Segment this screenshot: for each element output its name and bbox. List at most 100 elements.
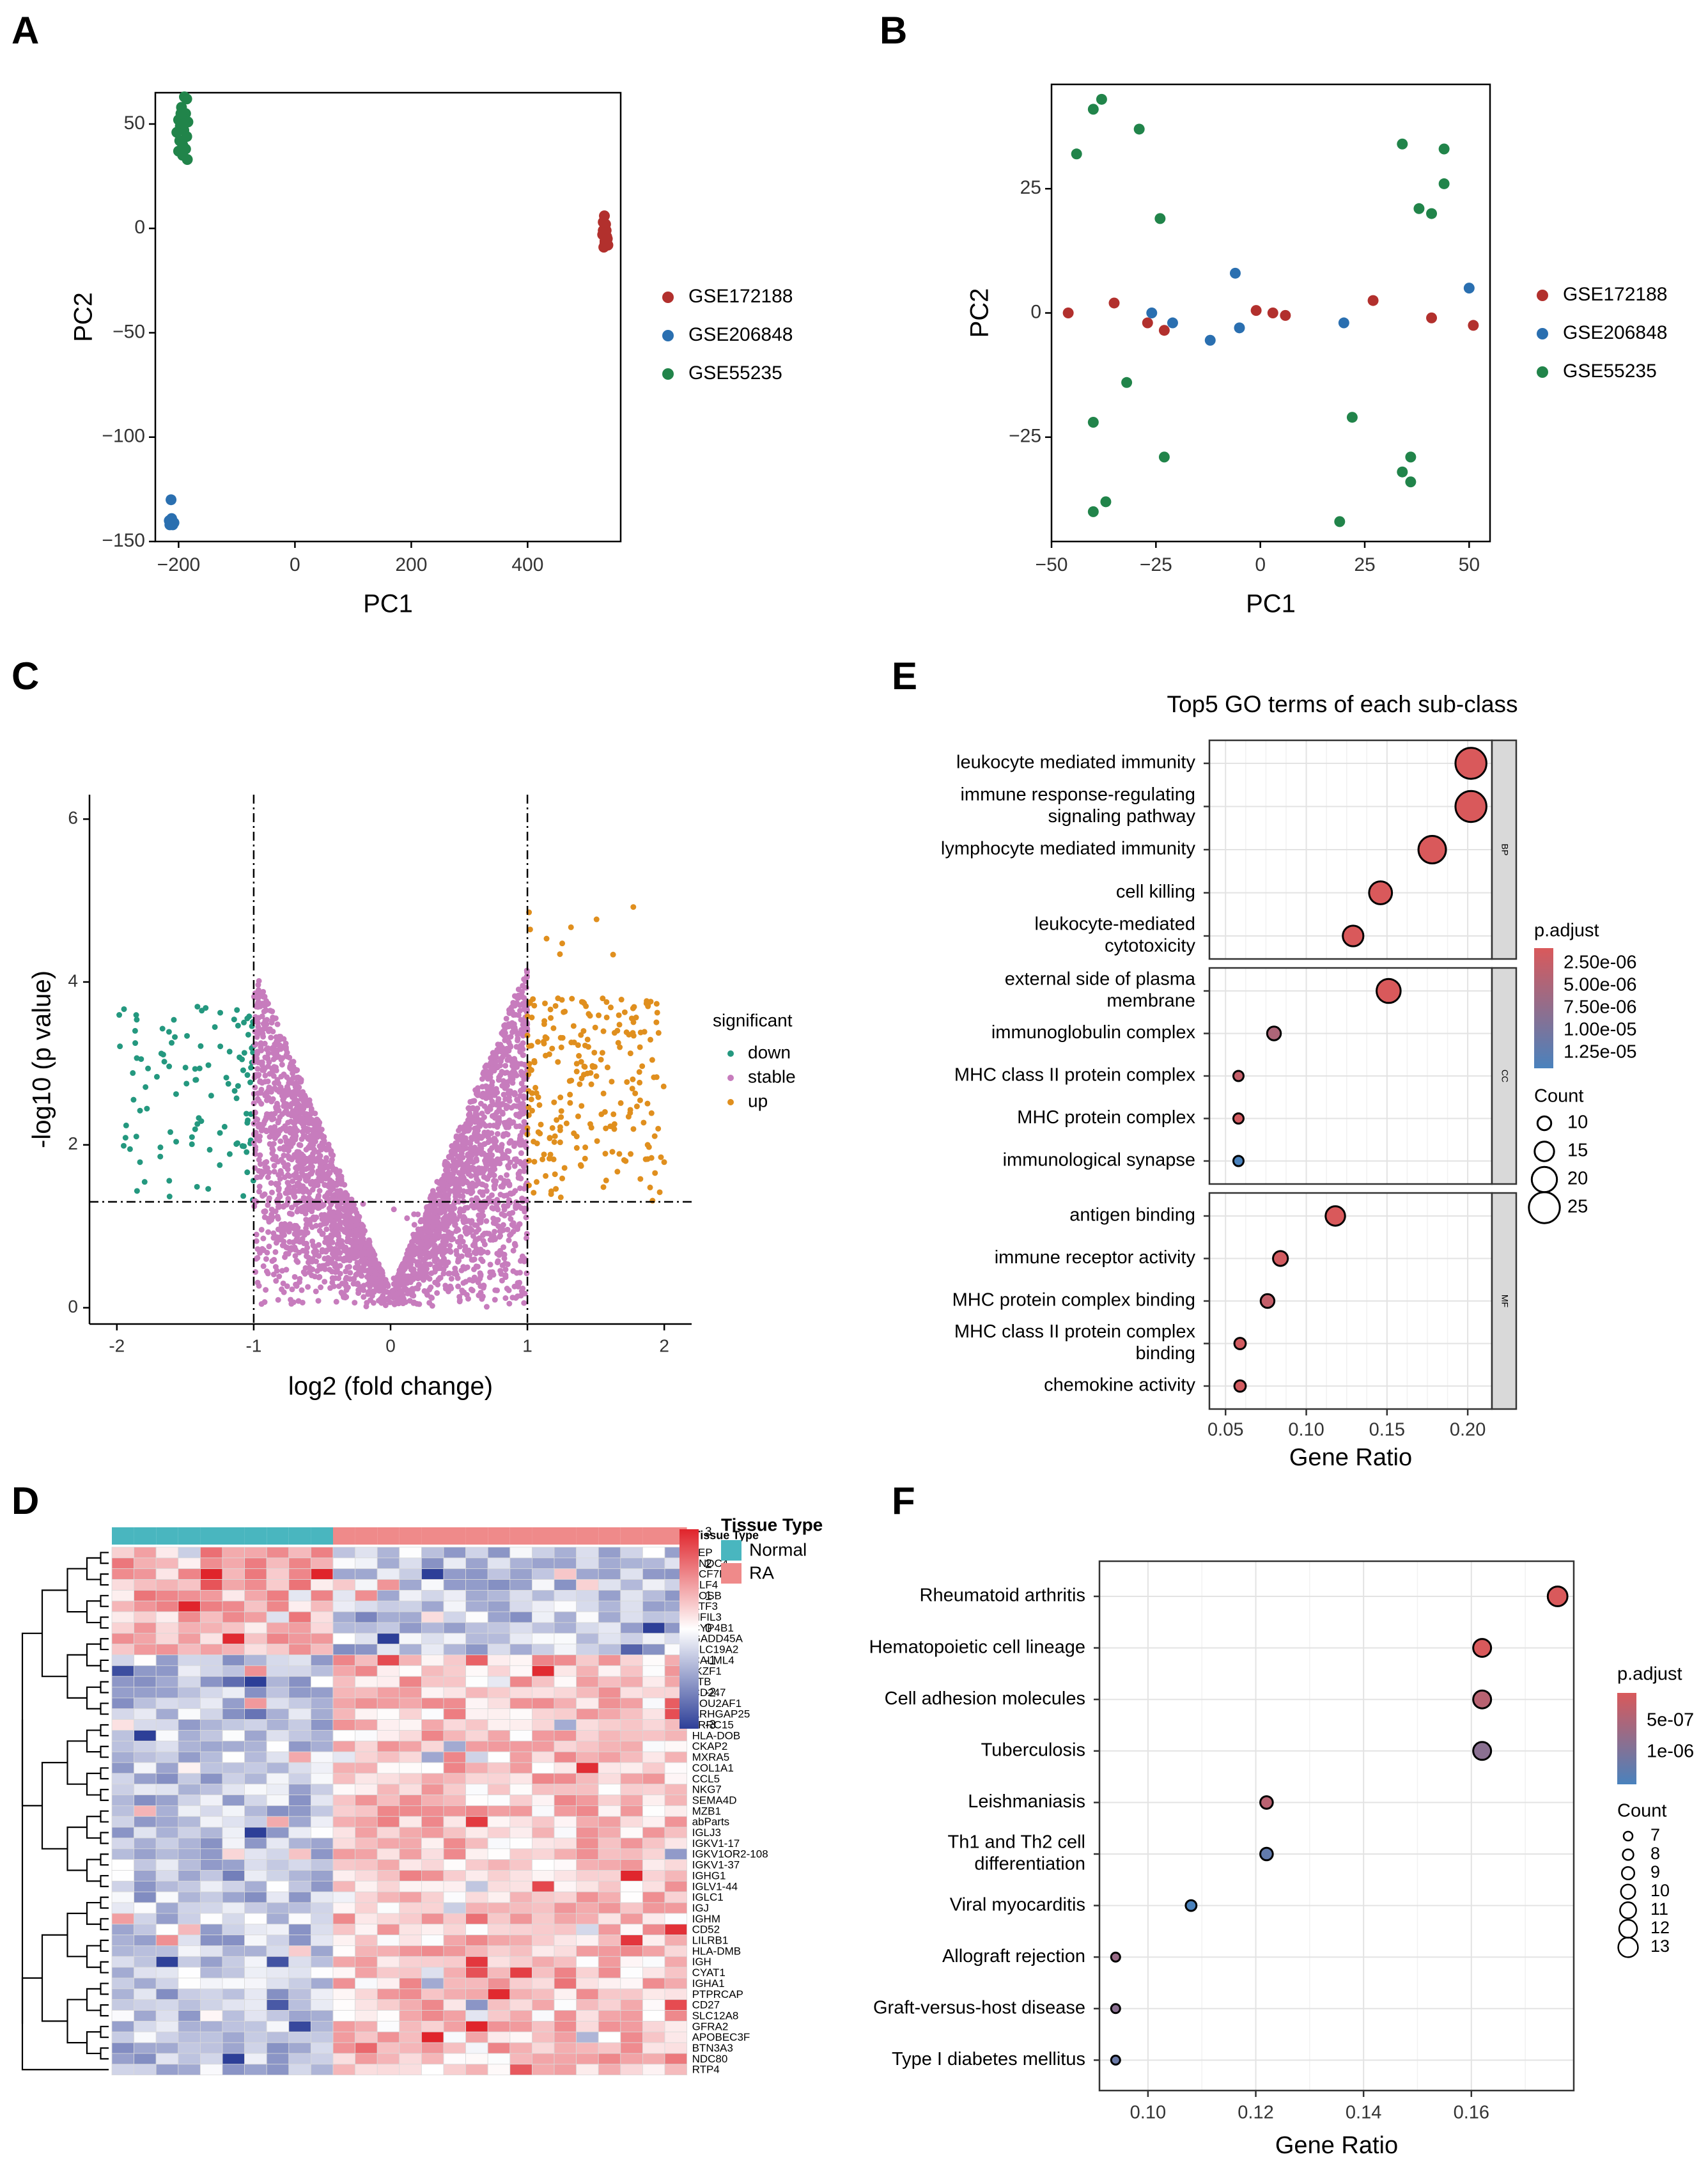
heatmap-cell <box>155 1956 179 1968</box>
y-tick-label: 4 <box>68 970 78 990</box>
data-point <box>500 1133 506 1139</box>
heatmap-cell <box>443 1708 466 1720</box>
heatmap-cell <box>509 1697 532 1710</box>
data-point <box>272 1249 279 1255</box>
data-point <box>325 1256 331 1263</box>
heatmap-cell <box>399 1665 422 1677</box>
heatmap-cell <box>155 1644 179 1655</box>
data-point <box>277 1235 284 1242</box>
data-point <box>274 1181 280 1188</box>
heatmap-cell <box>178 1622 201 1634</box>
heatmap-cell <box>421 1988 444 2000</box>
heatmap-cell <box>377 1547 400 1559</box>
heatmap-cell <box>421 1913 444 1925</box>
data-point <box>272 1208 279 1215</box>
heatmap-cell <box>332 1902 355 1914</box>
data-point <box>519 1072 525 1079</box>
heatmap-cell <box>310 1805 334 1817</box>
heatmap-cell <box>111 1633 134 1645</box>
data-point <box>547 1135 553 1141</box>
heatmap-cell <box>509 1740 532 1752</box>
heatmap-cell <box>532 1805 555 1817</box>
data-point <box>527 926 533 933</box>
heatmap-cell <box>554 1999 577 2011</box>
heatmap-cell <box>443 1633 466 1645</box>
data-point <box>454 1275 461 1281</box>
heatmap-cell <box>288 1945 311 1957</box>
heatmap-cell <box>199 1848 223 1860</box>
heatmap-cell <box>620 1600 643 1612</box>
heatmap-cell <box>244 2042 267 2054</box>
heatmap-cell <box>377 1676 400 1688</box>
data-point <box>360 1201 366 1207</box>
heatmap-cell <box>421 1557 444 1570</box>
data-point <box>367 1283 373 1289</box>
heatmap-cell <box>421 1622 444 1634</box>
heatmap-cell <box>266 1633 290 1645</box>
data-point <box>648 1110 655 1116</box>
data-point <box>481 1141 487 1148</box>
heatmap-cell <box>199 1859 223 1871</box>
heatmap-cell <box>288 1676 311 1688</box>
heatmap-cell <box>266 1600 290 1612</box>
data-point <box>505 1090 511 1096</box>
data-point <box>582 1155 588 1162</box>
heatmap-cell <box>288 2053 311 2065</box>
heatmap-cell <box>199 1568 223 1580</box>
heatmap-cell <box>487 1622 511 1634</box>
heatmap-cell <box>266 1999 290 2011</box>
data-point <box>263 1268 270 1275</box>
heatmap-cell <box>332 1633 355 1645</box>
heatmap-cell <box>310 1730 334 1741</box>
data-point <box>273 1105 279 1112</box>
data-point <box>257 1003 263 1009</box>
heatmap-cell <box>199 1945 223 1957</box>
data-point <box>281 1242 287 1249</box>
heatmap-cell <box>134 1740 157 1752</box>
data-point <box>522 1142 528 1148</box>
data-point <box>272 1085 278 1091</box>
heatmap-cell <box>244 1805 267 1817</box>
heatmap-cell <box>487 1891 511 1903</box>
heatmap-cell <box>111 1547 134 1559</box>
heatmap-cell <box>355 1902 378 1914</box>
heatmap-cell <box>664 1751 687 1763</box>
data-point <box>295 1298 302 1304</box>
data-point <box>573 1068 580 1075</box>
heatmap-cell <box>576 1751 599 1763</box>
heatmap-cell <box>266 1589 290 1601</box>
heatmap-cell <box>509 1644 532 1655</box>
gene-label: HLA-DMB <box>692 1945 741 1957</box>
heatmap-cell <box>178 1924 201 1936</box>
heatmap-cell <box>576 1999 599 2011</box>
data-point <box>262 1160 268 1166</box>
data-point <box>642 1156 649 1162</box>
data-point <box>474 1157 480 1164</box>
heatmap-cell <box>134 1568 157 1580</box>
panel-letter-a: A <box>12 9 39 52</box>
heatmap-cell <box>465 1719 488 1731</box>
data-point <box>548 1015 554 1021</box>
heatmap-cell <box>155 1730 179 1741</box>
heatmap-cell <box>244 1730 267 1741</box>
heatmap-cell <box>465 1848 488 1860</box>
data-point <box>231 1017 237 1023</box>
data-point <box>364 1240 371 1246</box>
heatmap-cell <box>399 1568 422 1580</box>
term-dot <box>1368 880 1394 905</box>
data-point <box>284 1092 290 1098</box>
heatmap-cell <box>509 1827 532 1839</box>
heatmap-cell <box>310 1579 334 1591</box>
data-point <box>452 1142 458 1149</box>
heatmap-cell <box>288 1568 311 1580</box>
data-point <box>1167 317 1178 329</box>
data-point <box>350 1254 356 1260</box>
heatmap-cell <box>642 2020 665 2032</box>
y-tick-label: 0 <box>1030 301 1041 322</box>
data-point <box>540 1156 546 1162</box>
data-point <box>400 1282 407 1289</box>
data-point <box>483 1218 490 1224</box>
data-point <box>276 1118 282 1124</box>
data-point <box>621 1009 628 1015</box>
data-point <box>330 1251 336 1257</box>
